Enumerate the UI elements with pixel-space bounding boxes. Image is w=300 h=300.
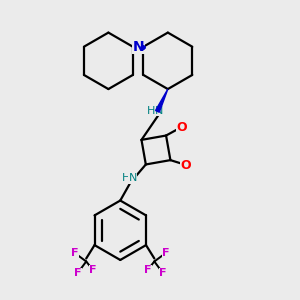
Polygon shape: [155, 89, 168, 112]
Text: N: N: [132, 40, 144, 54]
Text: F: F: [74, 268, 82, 278]
Text: H: H: [122, 173, 130, 183]
Text: F: F: [162, 248, 169, 258]
Text: O: O: [176, 121, 187, 134]
Text: F: F: [159, 268, 166, 278]
Text: F: F: [89, 265, 97, 275]
Text: F: F: [71, 248, 79, 258]
Text: N: N: [129, 173, 137, 183]
Text: O: O: [181, 159, 191, 172]
Text: H: H: [147, 106, 155, 116]
Text: N: N: [155, 106, 163, 116]
Text: F: F: [144, 265, 152, 275]
